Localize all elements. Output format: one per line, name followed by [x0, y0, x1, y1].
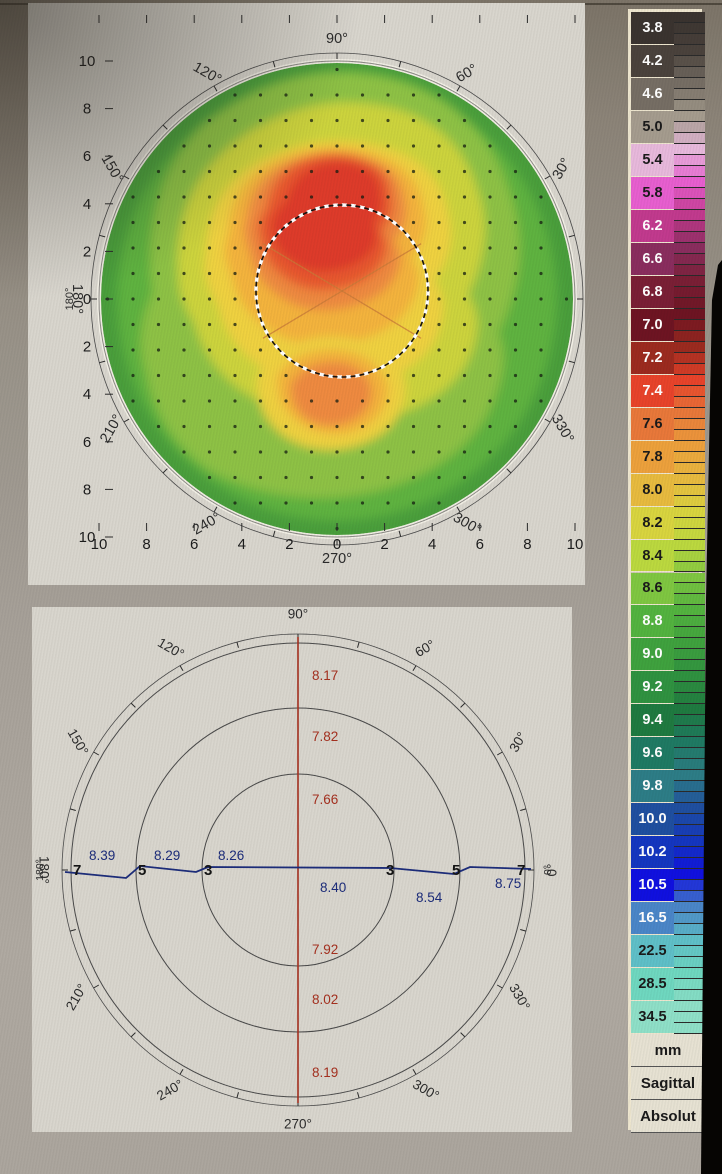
svg-text:90°: 90° — [326, 31, 348, 47]
svg-text:2: 2 — [380, 536, 388, 553]
svg-text:30°: 30° — [506, 729, 529, 754]
svg-text:330°: 330° — [506, 981, 533, 1013]
svg-text:8: 8 — [523, 536, 531, 553]
svg-text:4: 4 — [238, 536, 246, 553]
svg-text:120°: 120° — [155, 635, 187, 662]
svg-text:8: 8 — [142, 536, 150, 553]
svg-text:7: 7 — [73, 862, 81, 879]
svg-text:10: 10 — [79, 529, 96, 546]
svg-text:210°: 210° — [63, 981, 90, 1013]
svg-text:60°: 60° — [453, 61, 480, 86]
svg-text:330°: 330° — [548, 412, 577, 446]
svg-text:7.66: 7.66 — [312, 792, 338, 807]
svg-text:150°: 150° — [65, 726, 92, 758]
svg-text:2: 2 — [83, 339, 91, 356]
svg-text:8.29: 8.29 — [154, 848, 180, 863]
svg-text:10: 10 — [567, 536, 584, 553]
svg-text:4: 4 — [428, 536, 436, 553]
svg-text:300°: 300° — [450, 510, 484, 539]
svg-text:90°: 90° — [288, 607, 308, 622]
svg-text:6: 6 — [476, 536, 484, 553]
svg-text:8: 8 — [83, 101, 91, 118]
svg-text:7: 7 — [517, 862, 525, 879]
svg-text:5: 5 — [452, 862, 460, 879]
svg-text:60°: 60° — [412, 637, 437, 660]
svg-text:8.17: 8.17 — [312, 668, 338, 683]
svg-text:8.54: 8.54 — [416, 890, 443, 905]
svg-text:2: 2 — [83, 243, 91, 260]
svg-text:0°: 0° — [542, 865, 554, 875]
svg-text:4: 4 — [83, 386, 91, 403]
svg-text:30°: 30° — [550, 155, 575, 182]
svg-text:6: 6 — [190, 536, 198, 553]
svg-text:7.92: 7.92 — [312, 942, 338, 957]
svg-text:8.26: 8.26 — [218, 848, 244, 863]
svg-text:2: 2 — [285, 536, 293, 553]
svg-text:270°: 270° — [322, 551, 352, 567]
svg-text:180°: 180° — [34, 859, 46, 881]
svg-text:4: 4 — [83, 196, 91, 213]
svg-text:210°: 210° — [97, 412, 126, 446]
svg-text:8: 8 — [83, 481, 91, 498]
svg-text:6: 6 — [83, 434, 91, 451]
svg-text:0: 0 — [83, 291, 91, 308]
svg-text:8.19: 8.19 — [312, 1065, 338, 1080]
svg-text:300°: 300° — [410, 1077, 442, 1104]
svg-text:10: 10 — [79, 53, 96, 70]
svg-text:5: 5 — [138, 862, 146, 879]
svg-text:120°: 120° — [190, 59, 224, 88]
svg-text:0: 0 — [333, 536, 341, 553]
svg-text:8.40: 8.40 — [320, 880, 346, 895]
svg-text:240°: 240° — [154, 1077, 186, 1104]
svg-text:270°: 270° — [284, 1117, 312, 1132]
svg-text:180°: 180° — [64, 288, 76, 311]
svg-text:8.39: 8.39 — [89, 848, 115, 863]
svg-text:6: 6 — [83, 148, 91, 165]
svg-text:8.02: 8.02 — [312, 992, 338, 1007]
svg-text:7.82: 7.82 — [312, 729, 338, 744]
svg-text:3: 3 — [386, 862, 394, 879]
svg-text:3: 3 — [204, 862, 212, 879]
svg-text:150°: 150° — [98, 152, 127, 186]
svg-text:240°: 240° — [190, 510, 224, 539]
